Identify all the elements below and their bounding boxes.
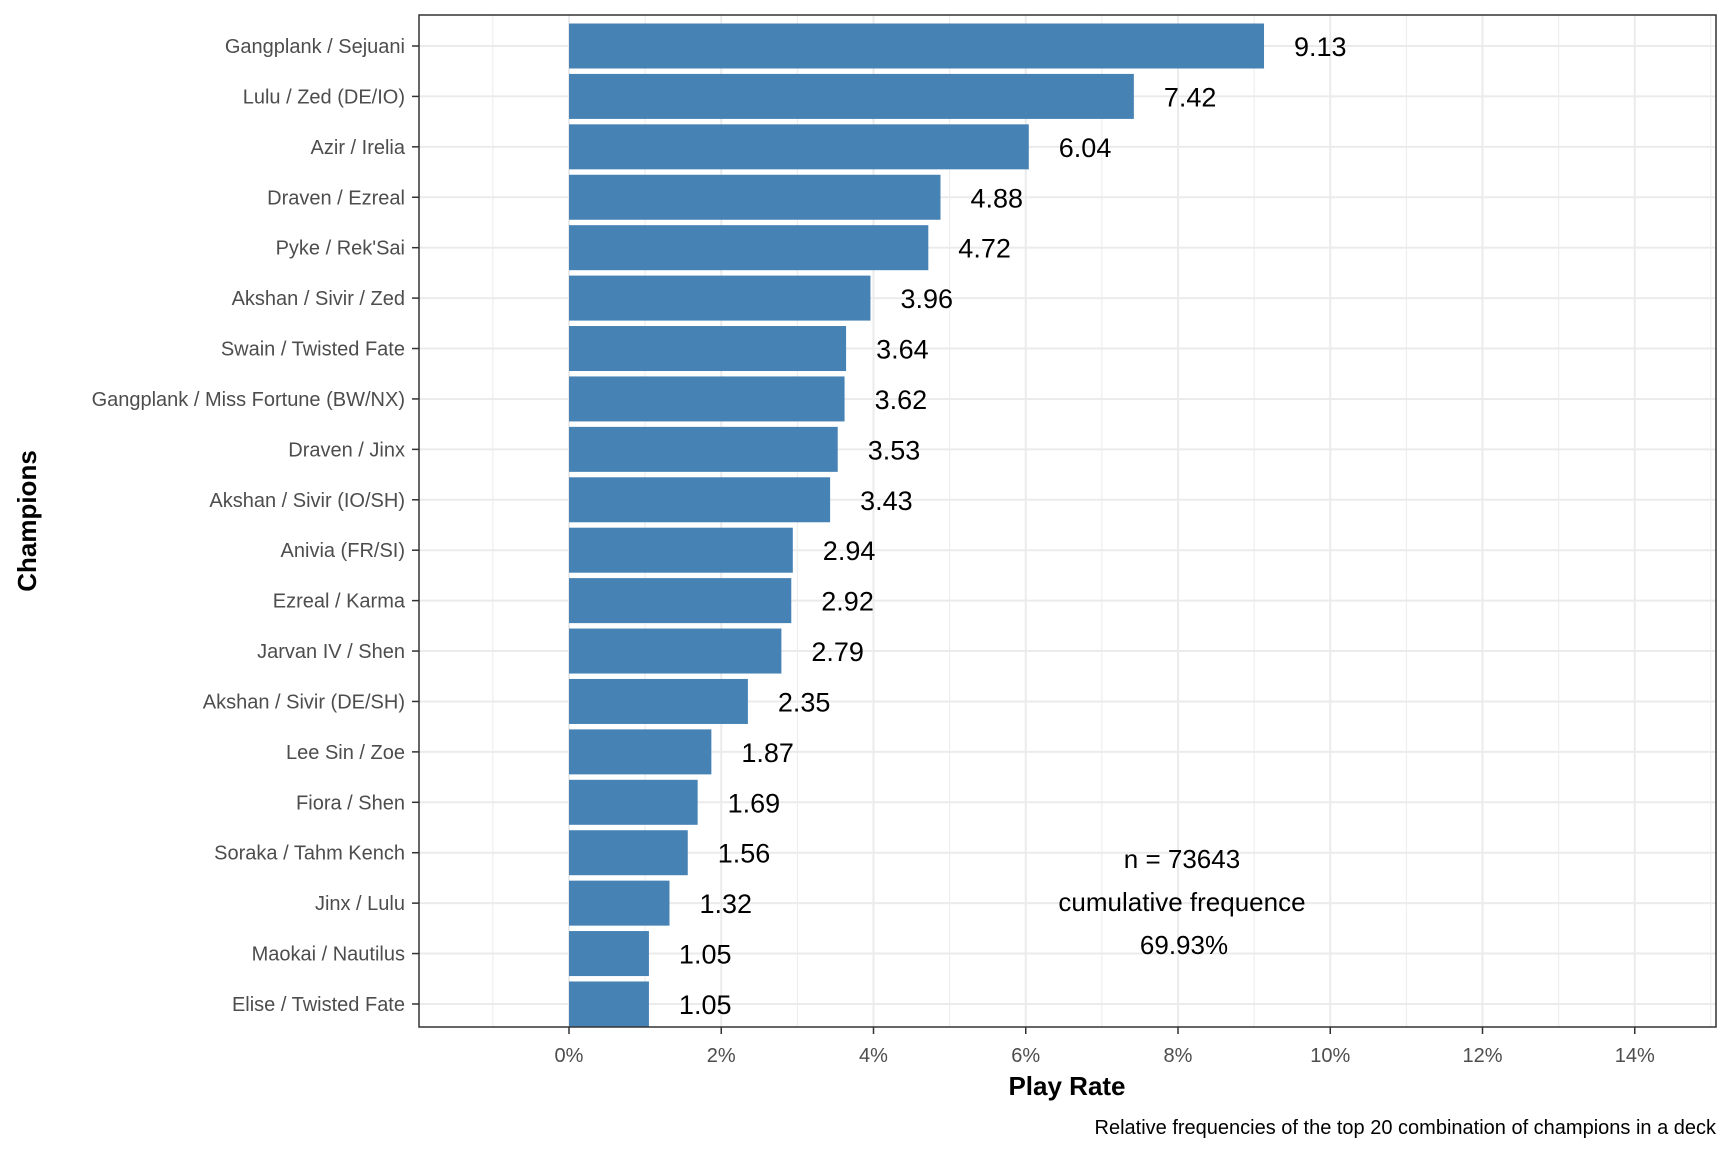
data-label: 3.62 — [875, 385, 928, 415]
y-tick-label: Swain / Twisted Fate — [221, 339, 405, 361]
data-label: 9.13 — [1294, 32, 1347, 62]
data-label: 3.53 — [868, 435, 921, 465]
x-tick-label: 14% — [1615, 1045, 1655, 1067]
data-label: 6.04 — [1059, 133, 1112, 163]
y-tick-label: Gangplank / Miss Fortune (BW/NX) — [92, 389, 405, 411]
y-tick-label: Anivia (FR/SI) — [281, 540, 405, 562]
data-label: 4.88 — [970, 183, 1023, 213]
data-label: 2.79 — [811, 637, 864, 667]
annotation-percent: 69.93% — [1140, 930, 1228, 960]
bar — [569, 578, 792, 624]
data-label: 7.42 — [1164, 82, 1217, 112]
x-tick-label: 2% — [707, 1045, 736, 1067]
x-tick-label: 0% — [555, 1045, 584, 1067]
data-label: 4.72 — [958, 234, 1011, 264]
bar — [569, 830, 688, 876]
y-tick-label: Jarvan IV / Shen — [257, 641, 405, 663]
data-label: 3.64 — [876, 335, 929, 365]
data-label: 1.56 — [718, 839, 771, 869]
bar — [569, 23, 1265, 69]
y-tick-label: Akshan / Sivir (DE/SH) — [203, 691, 405, 713]
chart-caption: Relative frequencies of the top 20 combi… — [1095, 1117, 1717, 1139]
y-axis-ticks: Gangplank / Sejuani Lulu / Zed (DE/IO) Azi… — [92, 36, 419, 1016]
y-tick-label: Akshan / Sivir (IO/SH) — [209, 490, 405, 512]
annotation-count: n = 73643 — [1124, 844, 1240, 874]
x-tick-label: 6% — [1011, 1045, 1040, 1067]
y-tick-label: Fiora / Shen — [296, 792, 405, 814]
bar — [569, 477, 831, 523]
bars — [569, 23, 1265, 1027]
y-tick-label: Ezreal / Karma — [273, 591, 406, 613]
data-label: 1.32 — [699, 889, 752, 919]
y-tick-label: Lulu / Zed (DE/IO) — [243, 86, 405, 108]
y-tick-label: Draven / Ezreal — [267, 187, 405, 209]
data-label: 1.05 — [679, 990, 732, 1020]
bar — [569, 326, 847, 372]
x-tick-label: 10% — [1310, 1045, 1350, 1067]
data-label: 1.69 — [728, 788, 781, 818]
y-axis-title: Champions — [12, 450, 42, 592]
data-label: 1.87 — [741, 738, 794, 768]
bar — [569, 729, 712, 775]
data-label: 2.94 — [823, 536, 876, 566]
y-tick-label: Elise / Twisted Fate — [232, 994, 405, 1016]
y-tick-label: Soraka / Tahm Kench — [214, 843, 405, 865]
y-tick-label: Draven / Jinx — [288, 439, 405, 461]
bar — [569, 275, 871, 321]
data-label: 3.96 — [900, 284, 953, 314]
data-label: 3.43 — [860, 486, 913, 516]
bar — [569, 376, 845, 422]
panel-border — [418, 14, 1717, 1028]
data-label: 2.92 — [821, 587, 874, 617]
x-tick-label: 8% — [1164, 1045, 1193, 1067]
y-tick-label: Azir / Irelia — [311, 137, 406, 159]
bar — [569, 225, 929, 271]
data-label: 2.35 — [778, 687, 831, 717]
y-tick-label: Maokai / Nautilus — [252, 944, 405, 966]
x-tick-label: 12% — [1462, 1045, 1502, 1067]
y-tick-label: Gangplank / Sejuani — [225, 36, 405, 58]
bar — [569, 124, 1029, 170]
y-tick-label: Pyke / Rek'Sai — [276, 238, 405, 260]
bar — [569, 779, 698, 825]
bar — [569, 527, 793, 573]
x-axis-title: Play Rate — [1008, 1071, 1125, 1101]
x-tick-label: 4% — [859, 1045, 888, 1067]
bar — [569, 73, 1134, 119]
y-tick-label: Lee Sin / Zoe — [286, 742, 405, 764]
y-tick-label: Jinx / Lulu — [315, 893, 405, 915]
annotation-title: cumulative frequence — [1058, 887, 1305, 917]
data-labels: 9.13 7.42 6.04 4.88 4.723.96 3.64 3.62 3.53 3.43… — [679, 32, 1347, 1020]
bar — [569, 426, 838, 472]
bar — [569, 981, 649, 1027]
y-tick-label: Akshan / Sivir / Zed — [232, 288, 405, 310]
bar — [569, 931, 649, 977]
bar — [569, 628, 782, 674]
data-label: 1.05 — [679, 940, 732, 970]
bar — [569, 174, 941, 220]
bar — [569, 880, 670, 926]
bar — [569, 678, 748, 724]
x-axis-ticks: 0% 2% 4% 6% 8% 10% 12% 14% — [555, 1027, 1655, 1067]
